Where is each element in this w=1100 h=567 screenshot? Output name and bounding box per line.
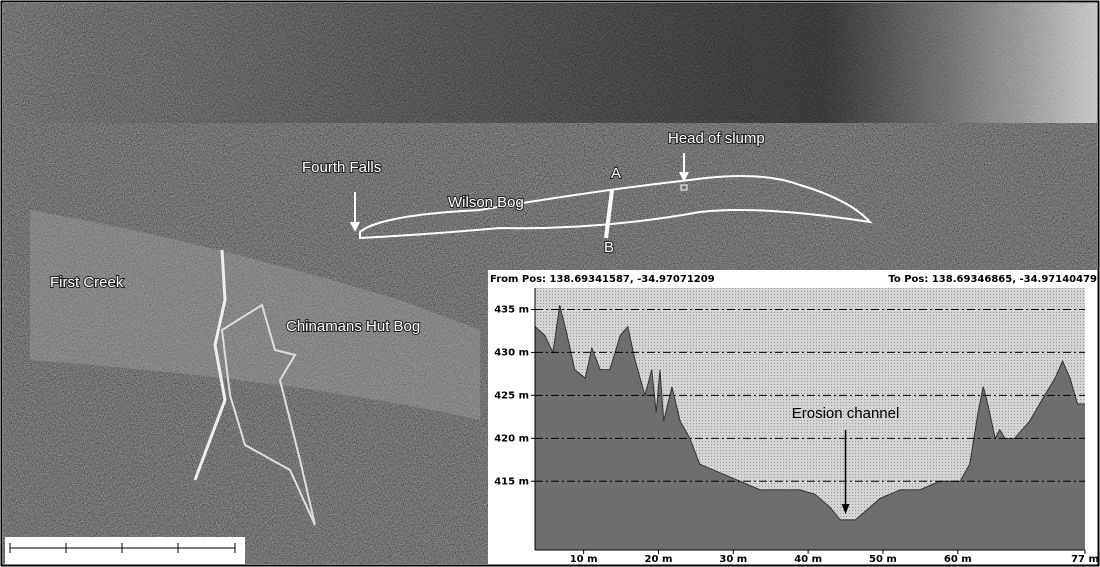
y-tick-label: 420 m — [494, 433, 529, 444]
x-tick-label: 40 m — [794, 554, 822, 565]
map-label: A — [611, 165, 621, 182]
from-pos: From Pos: 138.69341587, -34.97071209 — [490, 274, 715, 285]
map-label: First Creek — [50, 274, 124, 291]
y-tick-label: 435 m — [494, 304, 529, 315]
map-label: Head of slump — [668, 130, 765, 147]
x-tick-label: 10 m — [570, 554, 598, 565]
to-pos: To Pos: 138.69346865, -34.97140479 — [888, 274, 1097, 285]
x-tick-label: 50 m — [869, 554, 897, 565]
y-tick-label: 430 m — [494, 347, 529, 358]
elevation-profile: From Pos: 138.69341587, -34.97071209 To P… — [488, 270, 1099, 567]
x-tick-label: 30 m — [719, 554, 747, 565]
x-tick-label: 20 m — [645, 554, 673, 565]
x-tick-label: 77 m — [1071, 554, 1099, 565]
map-label: Chinamans Hut Bog — [286, 318, 420, 335]
y-tick-label: 415 m — [494, 476, 529, 487]
map-label: Wilson Bog — [448, 194, 524, 211]
map-label: B — [604, 239, 614, 256]
screenshot: Fourth Falls Wilson Bog A B Head of slum… — [0, 0, 1100, 567]
scale-bar — [5, 537, 245, 564]
x-tick-label: 60 m — [944, 554, 972, 565]
annotation: Erosion channel — [792, 405, 900, 422]
y-tick-label: 425 m — [494, 390, 529, 401]
map-label: Fourth Falls — [302, 159, 381, 176]
